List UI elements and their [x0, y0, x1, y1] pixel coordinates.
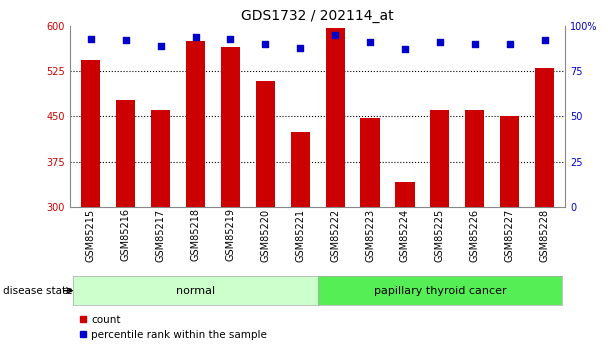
Bar — [465, 110, 485, 207]
Bar — [500, 117, 519, 207]
Bar — [116, 100, 136, 207]
Text: normal: normal — [176, 286, 215, 296]
Point — [121, 38, 131, 43]
Point — [540, 38, 550, 43]
Point — [400, 47, 410, 52]
Title: GDS1732 / 202114_at: GDS1732 / 202114_at — [241, 9, 394, 23]
Bar — [186, 41, 205, 207]
Bar — [535, 68, 554, 207]
Bar — [361, 118, 379, 207]
Bar — [256, 81, 275, 207]
Text: disease state: disease state — [3, 286, 72, 296]
Point — [156, 43, 165, 49]
Bar — [221, 47, 240, 207]
Bar — [151, 110, 170, 207]
Bar — [325, 28, 345, 207]
Bar — [81, 60, 100, 207]
Text: papillary thyroid cancer: papillary thyroid cancer — [373, 286, 506, 296]
Point — [191, 34, 201, 40]
Point — [435, 39, 444, 45]
Bar — [291, 131, 310, 207]
Point — [86, 36, 95, 41]
Point — [330, 32, 340, 38]
Point — [226, 36, 235, 41]
Bar — [395, 181, 415, 207]
Point — [260, 41, 270, 47]
Point — [470, 41, 480, 47]
Point — [295, 45, 305, 50]
Point — [365, 39, 375, 45]
Legend: count, percentile rank within the sample: count, percentile rank within the sample — [78, 315, 267, 340]
Point — [505, 41, 514, 47]
Bar — [430, 110, 449, 207]
